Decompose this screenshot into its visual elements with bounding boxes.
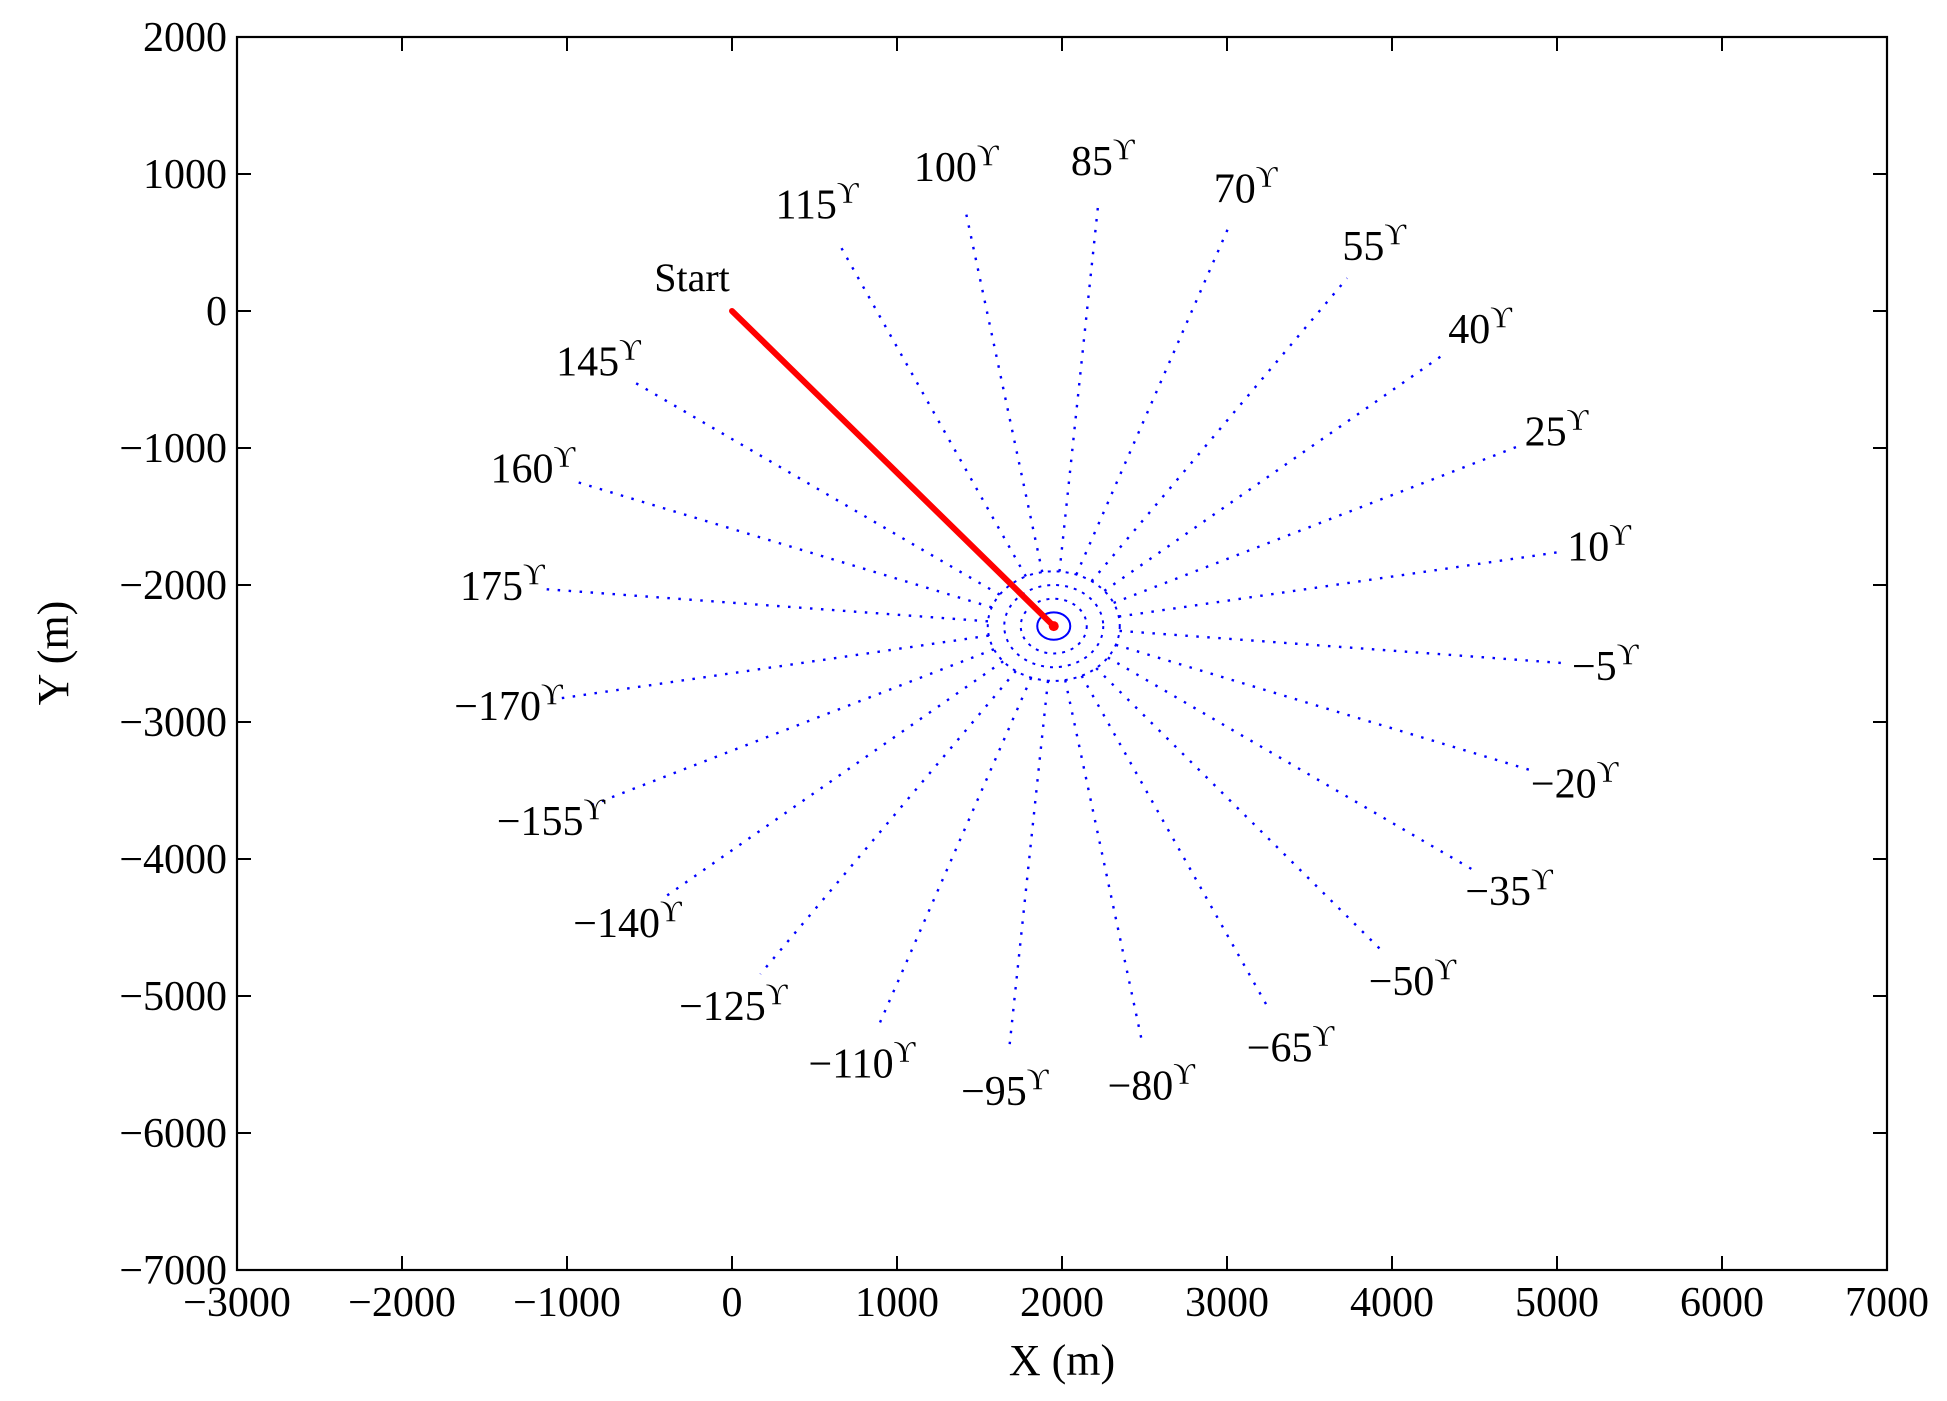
x-tick-label: 4000 xyxy=(1350,1280,1434,1326)
path-line xyxy=(729,308,1057,630)
heading-label: −35ϒ xyxy=(1465,863,1553,915)
degree-symbol: ϒ xyxy=(619,333,641,366)
heading-label: 55ϒ xyxy=(1342,218,1406,270)
heading-label: −155ϒ xyxy=(497,793,606,845)
heading-ray xyxy=(572,479,993,609)
heading-ray xyxy=(1007,680,1050,1050)
y-tick-label: −2000 xyxy=(119,563,227,609)
plot-background xyxy=(237,37,1887,1270)
heading-ray xyxy=(1107,656,1474,871)
heading-ray xyxy=(549,634,989,702)
y-axis-ticks: 2000 1000 0 −1000 −2000 −3000 −4000 −5000 −6000 −… xyxy=(119,15,1887,1294)
heading-ray xyxy=(1058,202,1100,572)
y-tick-label: −5000 xyxy=(119,974,227,1020)
x-tick-label: 3000 xyxy=(1185,1280,1269,1326)
degree-symbol: ϒ xyxy=(541,678,563,711)
degree-symbol: ϒ xyxy=(837,177,859,210)
x-tick-label: 7000 xyxy=(1845,1280,1929,1326)
degree-symbol: ϒ xyxy=(584,793,606,826)
degree-symbol: ϒ xyxy=(1173,1057,1195,1090)
heading-ray xyxy=(1095,667,1384,953)
x-tick-label: 1000 xyxy=(855,1280,939,1326)
y-axis-label: Y (m) xyxy=(29,601,78,706)
heading-ray xyxy=(1115,643,1535,773)
y-tick-label: −1000 xyxy=(119,426,227,472)
degree-symbol: ϒ xyxy=(766,978,788,1011)
heading-ray xyxy=(634,381,1001,596)
degree-symbol: ϒ xyxy=(554,441,576,474)
degree-symbol: ϒ xyxy=(523,558,545,591)
x-tick-label: 5000 xyxy=(1515,1280,1599,1326)
degree-symbol: ϒ xyxy=(977,139,999,172)
heading-ray xyxy=(544,587,989,623)
heading-ray xyxy=(836,240,1027,578)
degree-symbol: ϒ xyxy=(1597,756,1619,789)
end-point-marker xyxy=(1048,621,1059,632)
start-label: Start xyxy=(654,255,730,300)
degree-symbol: ϒ xyxy=(1312,1020,1334,1053)
range-circle xyxy=(986,570,1121,682)
heading-ray xyxy=(1119,629,1564,665)
degree-symbol: ϒ xyxy=(1617,638,1639,671)
y-tick-label: −6000 xyxy=(119,1111,227,1157)
range-circles xyxy=(986,570,1121,682)
degree-symbol: ϒ xyxy=(1567,403,1589,436)
trajectory-path xyxy=(729,308,1059,632)
range-circle xyxy=(1003,584,1105,669)
y-tick-label: 2000 xyxy=(143,15,227,61)
x-tick-label: −1000 xyxy=(513,1280,621,1326)
heading-ray xyxy=(963,207,1044,573)
x-axis-label: X (m) xyxy=(1009,1336,1115,1385)
x-tick-label: 6000 xyxy=(1680,1280,1764,1326)
heading-ray xyxy=(1064,679,1144,1045)
heading-ray xyxy=(1080,675,1271,1012)
x-tick-label: 2000 xyxy=(1020,1280,1104,1326)
degree-symbol: ϒ xyxy=(1113,133,1135,166)
heading-ray xyxy=(1118,551,1558,618)
range-circle xyxy=(1036,611,1072,641)
x-tick-label: −2000 xyxy=(348,1280,456,1326)
degree-symbol: ϒ xyxy=(894,1036,916,1069)
degree-symbol: ϒ xyxy=(1490,301,1512,334)
heading-ray xyxy=(1090,277,1349,582)
degree-symbol: ϒ xyxy=(1434,953,1456,986)
y-tick-label: −3000 xyxy=(119,700,227,746)
range-circle xyxy=(1019,597,1088,655)
degree-symbol: ϒ xyxy=(660,895,682,928)
x-axis-ticks: −3000 −2000 −1000 0 1000 2000 3000 4000 5000 6000… xyxy=(183,37,1929,1326)
degree-symbol: ϒ xyxy=(1027,1063,1049,1096)
x-tick-label: 0 xyxy=(722,1280,743,1326)
degree-symbol: ϒ xyxy=(1609,518,1631,551)
degree-symbol: ϒ xyxy=(1384,218,1406,251)
degree-symbol: ϒ xyxy=(1531,863,1553,896)
degree-symbol: ϒ xyxy=(1256,161,1278,194)
heading-rays xyxy=(544,202,1564,1050)
y-tick-label: −7000 xyxy=(119,1248,227,1294)
x-tick-label: −3000 xyxy=(183,1280,291,1326)
heading-ray xyxy=(759,670,1017,975)
y-tick-label: 0 xyxy=(206,289,227,335)
y-tick-label: −4000 xyxy=(119,837,227,883)
y-tick-label: 1000 xyxy=(143,152,227,198)
